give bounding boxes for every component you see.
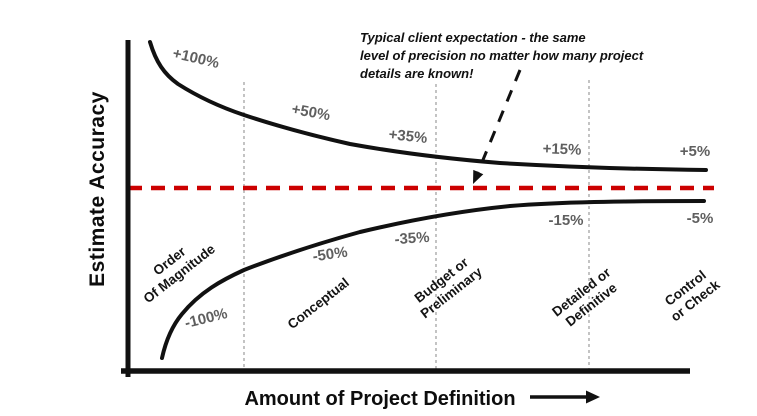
annotation-line-2: level of precision no matter how many pr… bbox=[360, 48, 644, 63]
x-axis-arrow-icon bbox=[530, 390, 600, 404]
expectation-arrow-line bbox=[476, 69, 522, 173]
accuracy-label-minus-35: -35% bbox=[394, 229, 430, 248]
accuracy-label-minus-50: -50% bbox=[312, 244, 349, 266]
annotation-text: Typical client expectation - the same le… bbox=[360, 29, 643, 83]
phase-label-conceptual: Conceptual bbox=[285, 275, 352, 332]
accuracy-label-plus-100: +100% bbox=[171, 45, 221, 72]
upper-bound-curve bbox=[148, 40, 708, 172]
accuracy-label-minus-5: -5% bbox=[687, 210, 714, 227]
lower-bound-curve bbox=[160, 199, 706, 360]
annotation-line-3: details are known! bbox=[360, 66, 474, 81]
accuracy-label-plus-35: +35% bbox=[388, 126, 428, 147]
phase-label-line: Conceptual bbox=[285, 275, 352, 332]
phase-label-control-or-check: Control or Check bbox=[662, 267, 723, 324]
phase-label-budget-or-preliminary: Budget or Preliminary bbox=[412, 254, 486, 321]
phase-label-detailed-or-definitive: Detailed or Definitive bbox=[549, 264, 620, 329]
y-axis-label: Estimate Accuracy bbox=[86, 91, 109, 287]
annotation-line-1: Typical client expectation - the same bbox=[360, 30, 586, 45]
accuracy-label-plus-15: +15% bbox=[542, 140, 581, 158]
accuracy-label-plus-50: +50% bbox=[290, 101, 331, 124]
expectation-arrowhead-icon bbox=[473, 169, 484, 184]
accuracy-label-minus-15: -15% bbox=[548, 212, 583, 229]
x-axis-label: Amount of Project Definition bbox=[244, 388, 515, 410]
accuracy-label-minus-100: -100% bbox=[183, 305, 229, 332]
accuracy-label-plus-5: +5% bbox=[680, 143, 710, 160]
